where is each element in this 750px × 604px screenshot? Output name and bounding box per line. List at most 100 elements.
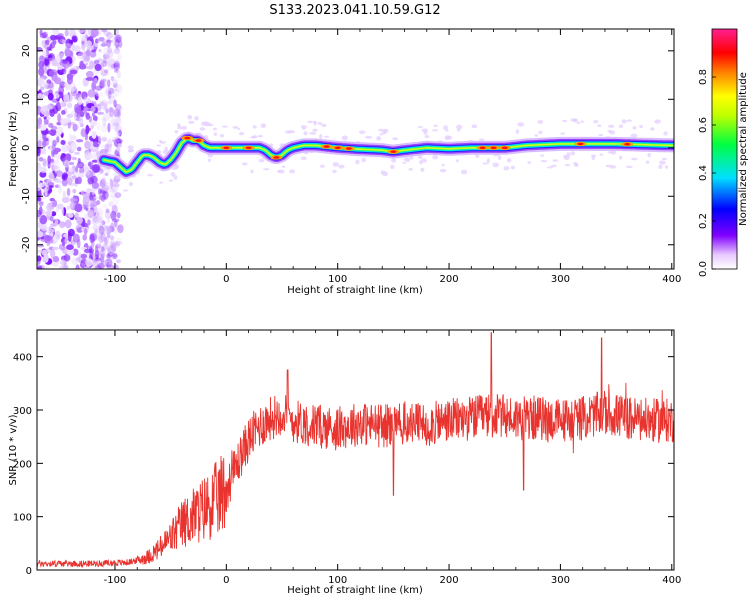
noise-speck (98, 36, 105, 42)
noise-speck (105, 32, 113, 40)
ridge-hotspot-core (577, 142, 584, 146)
noise-speck (64, 219, 72, 229)
noise-speck (107, 231, 111, 239)
noise-speck (67, 228, 75, 237)
noise-speck (113, 47, 121, 55)
band-halo-speck (560, 132, 566, 135)
band-halo-speck (379, 133, 384, 136)
noise-speck (48, 226, 52, 232)
noise-speck (76, 146, 82, 152)
noise-speck (80, 44, 86, 50)
band-halo-speck (332, 169, 337, 174)
noise-speck (110, 123, 118, 130)
noise-speck (44, 67, 48, 74)
noise-speck (37, 181, 43, 192)
band-halo-speck (408, 167, 413, 171)
noise-speck (104, 210, 111, 219)
noise-speck (79, 166, 85, 175)
noise-speck (62, 190, 67, 199)
ridge-hotspot-core (195, 139, 202, 142)
noise-speck (70, 196, 78, 204)
colorbar-tick-label: 0.2 (698, 213, 709, 229)
noise-speck (97, 262, 105, 269)
snr-y-tick-label: 300 (13, 406, 32, 417)
band-halo-speck (552, 159, 559, 162)
band-halo-speck (289, 169, 296, 174)
noise-speck (101, 40, 106, 47)
noise-speck (113, 264, 119, 269)
band-halo-speck (250, 136, 257, 139)
colorbar-tick-label: 0.8 (698, 69, 709, 85)
band-halo-speck (621, 119, 627, 124)
band-halo-speck (313, 120, 317, 124)
noise-speck (100, 43, 107, 47)
noise-speck (109, 241, 114, 249)
noise-speck (82, 195, 90, 206)
noise-speck (96, 135, 102, 144)
noise-speck (102, 53, 110, 60)
noise-speck (71, 156, 78, 161)
noise-speck (39, 86, 45, 91)
noise-speck (115, 36, 121, 43)
noise-speck (97, 188, 102, 195)
noise-speck (104, 172, 109, 177)
band-halo-speck (263, 168, 270, 171)
noise-speck (102, 117, 107, 127)
noise-speck (113, 136, 118, 147)
band-halo-speck (200, 122, 207, 126)
noise-speck (85, 70, 94, 78)
band-halo-speck (288, 130, 296, 134)
band-halo-speck (441, 163, 445, 167)
noise-speck (93, 196, 98, 200)
noise-speck (85, 112, 90, 120)
ridge-hotspot-core (490, 146, 497, 150)
noise-speck (67, 213, 74, 218)
noise-speck (74, 106, 82, 114)
spectrogram-x-ticks: -100 0 100 200 300 400 (104, 29, 681, 285)
noise-speck (107, 62, 113, 71)
noise-speck (103, 30, 111, 36)
noise-speck (82, 234, 87, 241)
band-halo-speck (341, 135, 349, 141)
noise-speck (110, 179, 118, 188)
noise-speck (114, 34, 122, 43)
noise-speck (109, 178, 113, 182)
noise-speck (83, 163, 89, 174)
band-halo-speck (503, 166, 510, 171)
band-halo-speck (546, 166, 554, 169)
noise-speck (90, 120, 98, 127)
noise-speck (101, 136, 108, 142)
noise-speck (111, 185, 119, 194)
noise-speck (39, 124, 47, 131)
band-halo-speck (332, 162, 340, 167)
noise-speck (113, 228, 119, 234)
noise-speck (59, 100, 66, 108)
band-halo-speck (382, 171, 389, 177)
noise-speck (106, 101, 112, 105)
noise-speck (64, 48, 71, 57)
noise-speck (102, 241, 111, 250)
noise-speck (62, 174, 66, 181)
noise-speck (110, 92, 117, 99)
noise-speck (89, 233, 95, 243)
noise-speck (117, 52, 122, 62)
band-halo-speck (122, 189, 129, 192)
noise-speck (106, 148, 110, 153)
noise-speck (37, 140, 42, 149)
band-halo-speck (460, 169, 468, 175)
noise-speck (51, 144, 56, 150)
noise-speck (117, 129, 122, 137)
band-halo-speck (164, 146, 168, 152)
band-halo-speck (156, 144, 162, 147)
noise-speck (110, 238, 115, 244)
noise-speck (101, 191, 110, 200)
band-halo-speck (212, 127, 218, 131)
noise-speck (61, 196, 70, 204)
ridge-hotspot-core (245, 146, 252, 150)
noise-speck (100, 253, 105, 264)
noise-speck (50, 249, 56, 259)
band-halo-speck (479, 138, 485, 142)
noise-speck (104, 258, 113, 268)
noise-speck (111, 79, 119, 84)
